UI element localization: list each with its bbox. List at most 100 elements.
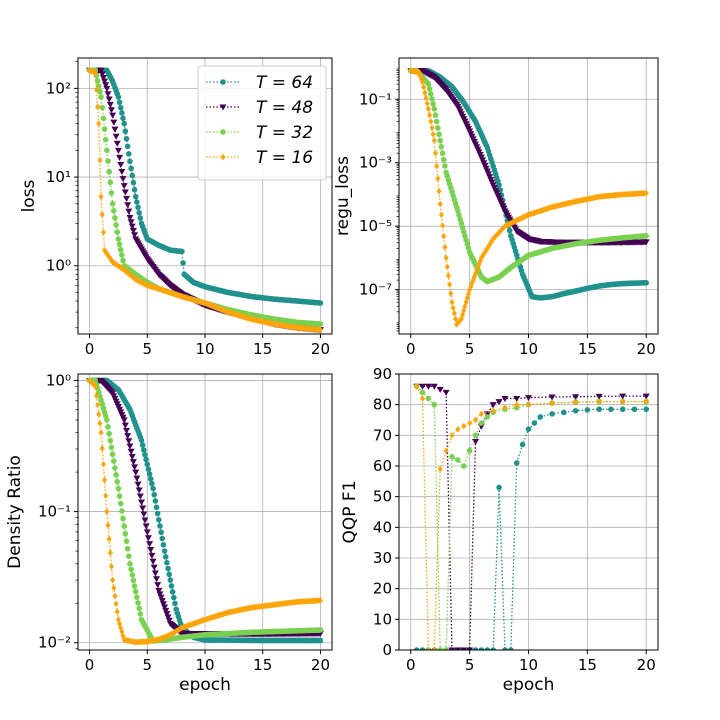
data-point: [447, 281, 453, 288]
data-point: [596, 398, 602, 405]
data-point: [110, 119, 118, 126]
data-point: [119, 508, 125, 514]
data-point: [165, 565, 171, 572]
data-point: [120, 183, 128, 190]
data-point: [146, 541, 154, 548]
data-point: [449, 454, 455, 460]
data-point: [130, 577, 137, 584]
series-group: [407, 67, 650, 328]
data-point: [115, 485, 122, 492]
data-point: [99, 211, 105, 218]
data-point: [443, 647, 449, 650]
data-point: [596, 406, 602, 413]
data-point: [472, 270, 479, 277]
data-point: [419, 383, 427, 390]
data-point: [466, 447, 473, 454]
data-point: [419, 78, 426, 86]
data-point: [445, 272, 452, 279]
data-point: [104, 91, 112, 98]
data-point: [157, 594, 165, 601]
data-point: [132, 588, 139, 595]
series-T = 16: [414, 383, 649, 650]
data-point: [549, 399, 555, 407]
data-point: [484, 414, 491, 420]
data-point: [466, 647, 474, 650]
data-point: [490, 407, 496, 414]
data-point: [180, 260, 186, 266]
data-point: [425, 105, 432, 113]
x-tick-label: 10: [519, 340, 538, 358]
data-point: [157, 523, 163, 529]
data-point: [121, 189, 129, 196]
data-point: [117, 246, 124, 253]
x-tick-label: 20: [637, 656, 656, 674]
data-point: [99, 75, 107, 82]
data-point: [110, 576, 116, 584]
data-point: [126, 151, 132, 157]
data-point: [467, 286, 473, 293]
data-point: [470, 276, 476, 284]
data-point: [116, 493, 123, 499]
data-point: [435, 125, 441, 131]
data-point: [427, 111, 433, 119]
data-point: [442, 389, 450, 396]
data-point: [92, 383, 98, 390]
legend-box: [197, 65, 327, 181]
data-point: [425, 646, 432, 650]
data-point: [152, 498, 159, 504]
data-point: [572, 394, 580, 401]
y-tick-label: 40: [373, 518, 392, 536]
data-point: [489, 237, 495, 244]
data-point: [413, 647, 420, 650]
data-point: [620, 398, 626, 405]
data-point: [476, 261, 482, 268]
legend: T = 64 T = 48 T = 32 T = 16: [197, 65, 327, 181]
data-point: [106, 430, 112, 437]
data-point: [131, 232, 139, 239]
data-point: [98, 193, 104, 200]
y-tick-label: 60: [373, 457, 392, 475]
x-tick-label: 5: [465, 656, 475, 674]
data-point: [478, 420, 485, 426]
data-point: [169, 588, 176, 595]
data-point: [165, 617, 173, 624]
data-point: [430, 101, 436, 107]
data-point: [118, 169, 126, 176]
data-point: [642, 239, 650, 246]
data-point: [438, 211, 444, 218]
data-point: [117, 161, 125, 168]
data-point: [130, 179, 137, 186]
data-point: [619, 406, 626, 413]
data-point: [436, 188, 442, 195]
data-point: [104, 508, 110, 515]
data-point: [112, 215, 118, 221]
data-point: [98, 94, 104, 100]
series-T = 64: [86, 67, 324, 306]
data-point: [572, 408, 579, 414]
data-point: [440, 156, 447, 163]
data-point: [422, 89, 428, 96]
data-point: [435, 175, 441, 182]
data-point: [92, 69, 98, 76]
data-point: [105, 522, 111, 529]
data-point: [437, 465, 443, 473]
series-T = 16: [408, 67, 649, 328]
y-tick-label: 0: [382, 641, 392, 659]
data-point: [432, 112, 439, 118]
data-point: [485, 243, 492, 250]
data-point: [102, 82, 110, 89]
data-point: [454, 647, 462, 650]
data-point: [487, 241, 493, 248]
data-point: [156, 591, 164, 598]
data-point: [426, 86, 433, 92]
y-tick-label: 10²: [46, 79, 71, 97]
data-point: [164, 614, 172, 621]
data-point: [123, 135, 130, 142]
data-point: [146, 471, 153, 477]
data-point: [416, 69, 422, 76]
data-point: [496, 484, 502, 491]
data-point: [151, 491, 157, 498]
data-point: [119, 110, 125, 116]
data-point: [141, 447, 147, 453]
data-point: [433, 118, 440, 125]
